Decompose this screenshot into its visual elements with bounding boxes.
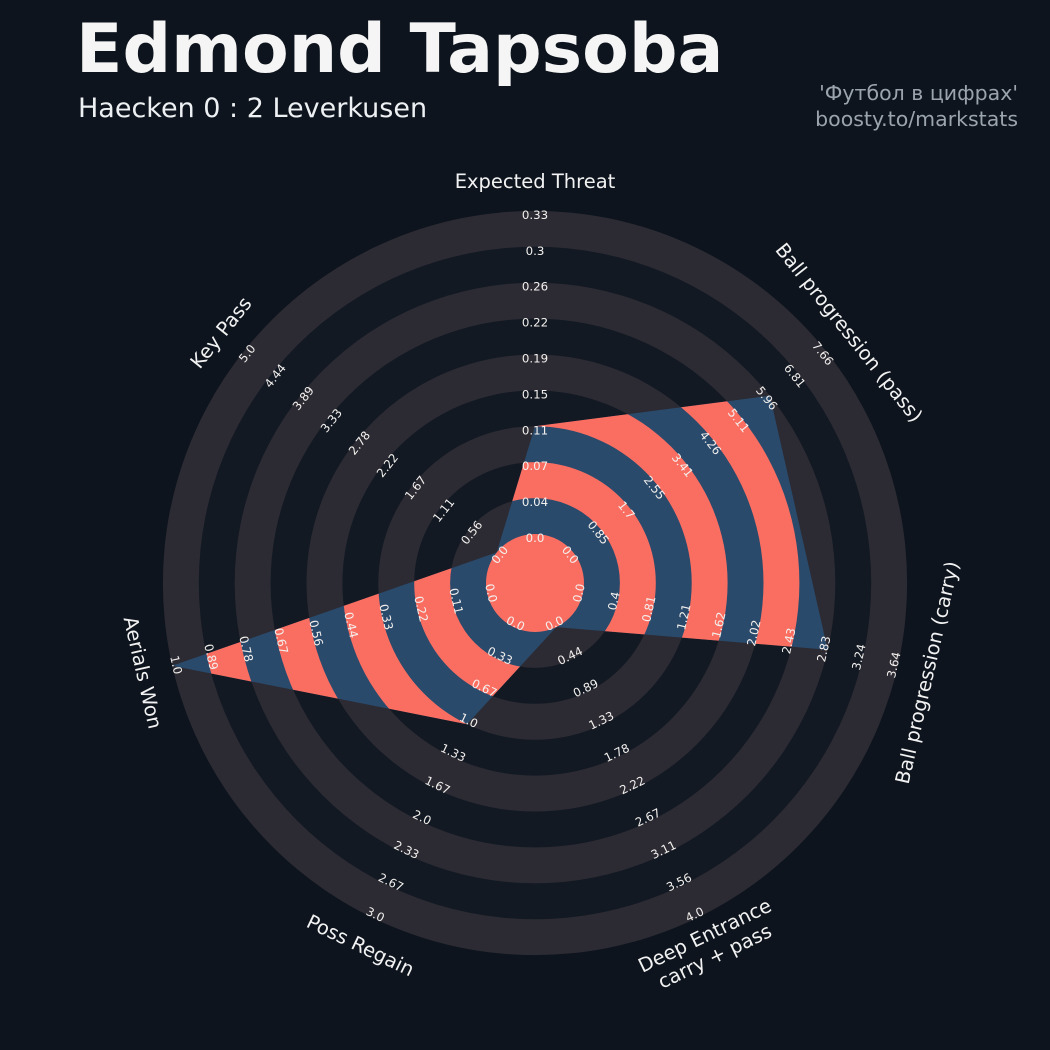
tick-label: 2.02 bbox=[744, 619, 763, 648]
tick-label: 0.33 bbox=[522, 208, 548, 222]
tick-label: 0.89 bbox=[201, 643, 220, 672]
tick-label: 1.62 bbox=[709, 611, 728, 640]
tick-label: 0.0 bbox=[570, 582, 588, 603]
tick-label: 1.21 bbox=[674, 603, 693, 632]
tick-label: 0.78 bbox=[236, 635, 255, 664]
match-subtitle: Haecken 0 : 2 Leverkusen bbox=[78, 93, 428, 124]
tick-label: 3.64 bbox=[884, 651, 903, 680]
brand-credit: 'Футбол в цифрах' boosty.to/markstats bbox=[815, 80, 1018, 132]
tick-label: 0.26 bbox=[522, 280, 548, 294]
tick-label: 0.04 bbox=[522, 495, 548, 509]
tick-label: 0.3 bbox=[526, 244, 545, 258]
tick-label: 0.0 bbox=[482, 582, 500, 603]
tick-label: 2.83 bbox=[814, 635, 833, 664]
tick-label: 3.24 bbox=[849, 643, 868, 672]
brand-line-2: boosty.to/markstats bbox=[815, 107, 1018, 131]
tick-label: 0.15 bbox=[522, 387, 548, 401]
tick-label: 0.67 bbox=[271, 627, 290, 656]
tick-label: 0.19 bbox=[522, 352, 548, 366]
tick-label: 0.0 bbox=[526, 531, 545, 545]
tick-label: 0.56 bbox=[306, 619, 325, 648]
page-title: Edmond Tapsoba bbox=[76, 10, 724, 89]
tick-label: 0.33 bbox=[376, 603, 395, 632]
brand-line-1: 'Футбол в цифрах' bbox=[819, 81, 1018, 105]
center-circle bbox=[486, 534, 584, 632]
tick-label: 2.43 bbox=[779, 627, 798, 656]
tick-label: 0.4 bbox=[605, 590, 623, 611]
tick-label: 0.11 bbox=[522, 423, 548, 437]
tick-label: 0.22 bbox=[522, 316, 548, 330]
tick-label: 1.0 bbox=[167, 654, 185, 675]
tick-label: 0.07 bbox=[522, 459, 548, 473]
axis-label-aerials-won: Aerials Won bbox=[119, 614, 167, 731]
tick-label: 0.11 bbox=[446, 587, 465, 616]
axis-label-expected-threat: Expected Threat bbox=[455, 170, 616, 193]
tick-label: 0.22 bbox=[411, 595, 430, 624]
tick-label: 0.81 bbox=[639, 595, 658, 624]
tick-label: 0.44 bbox=[341, 611, 360, 640]
